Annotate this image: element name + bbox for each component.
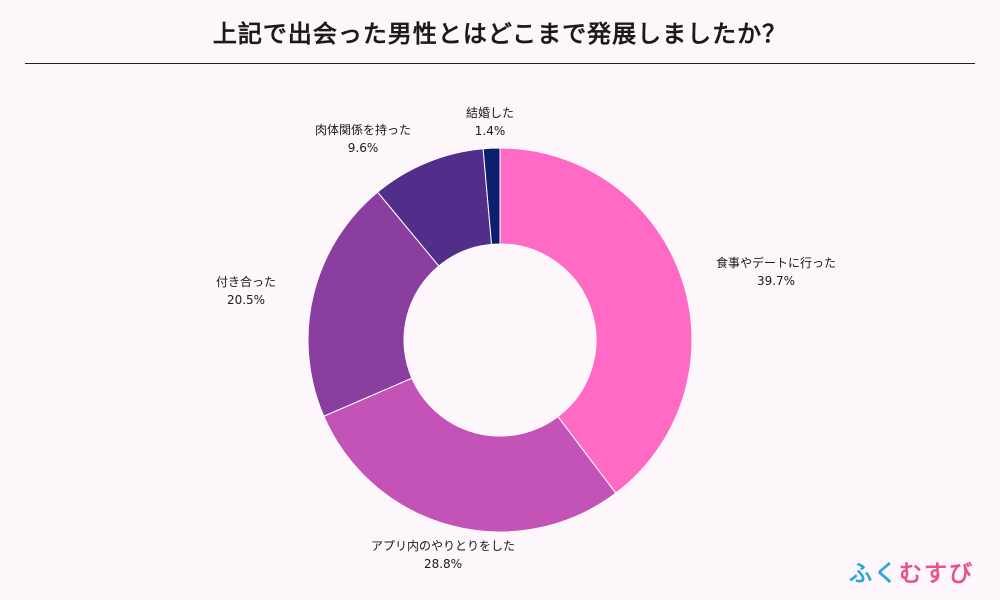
slice-value-label: 28.8% [424, 557, 462, 571]
slice-label: 付き合った [216, 274, 276, 289]
slice-label: 肉体関係を持った [315, 122, 411, 137]
chart-title: 上記で出会った男性とはどこまで発展しましたか？ [212, 20, 788, 48]
slice-label: 結婚した [466, 106, 514, 120]
slice-value-label: 39.7% [757, 274, 795, 288]
logo-part-2: むすび [899, 561, 974, 587]
slice-value-label: 1.4% [475, 124, 506, 138]
donut-slice [482, 147, 501, 245]
donut-slice [323, 377, 617, 533]
donut-slice [307, 191, 440, 417]
donut-slice [499, 147, 693, 494]
slice-label: 食事やデートに行った [716, 255, 836, 270]
brand-logo: ふくむすび [849, 554, 974, 588]
slice-value-label: 20.5% [227, 293, 265, 307]
title-divider [25, 63, 975, 64]
logo-part-1: ふく [849, 561, 899, 587]
slice-value-label: 9.6% [348, 141, 379, 155]
slice-label: アプリ内のやりとりをした [371, 539, 515, 553]
